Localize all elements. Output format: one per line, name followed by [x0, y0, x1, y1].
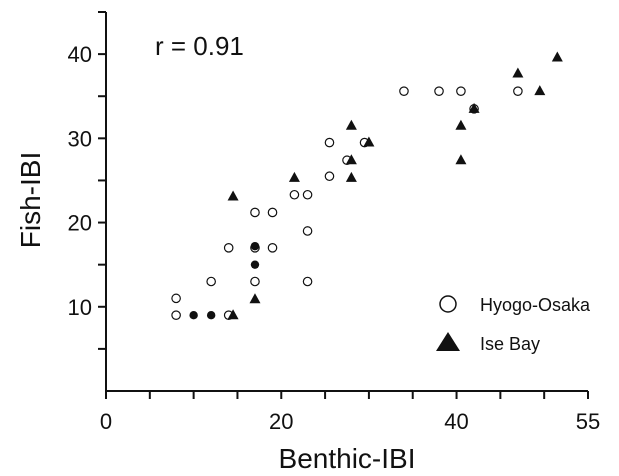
open-circle-point — [267, 207, 278, 218]
legend-marker-open-circle — [439, 295, 457, 313]
legend-label-1: Hyogo-Osaka — [480, 295, 591, 315]
triangle-point — [345, 171, 357, 182]
open-circle-point — [267, 243, 278, 253]
open-circle-point — [171, 293, 181, 304]
filled-circle-point — [189, 311, 198, 320]
triangle-point — [534, 85, 546, 96]
y-axis-label: Fish-IBI — [15, 152, 46, 248]
x-tick-label: 40 — [444, 409, 468, 434]
triangle-point — [249, 293, 261, 304]
legend: Hyogo-Osaka Ise Bay — [436, 295, 591, 354]
triangle-point — [512, 67, 524, 78]
legend-marker-filled-triangle — [436, 332, 460, 351]
x-tick-label: 55 — [576, 409, 600, 434]
data-points — [171, 51, 563, 320]
x-tick-label: 20 — [269, 409, 293, 434]
triangle-point — [345, 119, 357, 130]
open-circle-point — [302, 226, 313, 236]
triangle-point — [227, 190, 239, 201]
open-circle-point — [206, 276, 216, 287]
triangle-point — [363, 136, 375, 147]
triangle-point — [455, 119, 467, 130]
open-circle-point — [456, 86, 466, 96]
triangle-point — [455, 154, 467, 165]
open-circle-point — [171, 310, 181, 320]
open-circle-point — [324, 137, 335, 148]
triangle-point — [227, 309, 239, 320]
open-circle-point — [302, 276, 313, 287]
y-tick-label: 40 — [68, 42, 92, 67]
x-tick-label: 0 — [100, 409, 112, 434]
axes — [105, 12, 588, 392]
axis-tick-labels: 0 20 40 55 10 20 30 40 — [68, 42, 601, 434]
correlation-annotation: r = 0.91 — [155, 31, 244, 61]
axis-ticks — [98, 11, 589, 399]
open-circle-point — [513, 86, 523, 96]
filled-circle-point — [206, 311, 216, 320]
x-axis-label: Benthic-IBI — [279, 443, 416, 474]
filled-circle-point — [250, 260, 260, 269]
triangle-point — [345, 154, 357, 165]
legend-label-2: Ise Bay — [480, 334, 540, 354]
triangle-point — [551, 51, 563, 62]
open-circle-point — [223, 243, 234, 253]
y-tick-label: 10 — [68, 295, 92, 320]
open-circle-point — [399, 86, 409, 96]
filled-circle-point — [250, 241, 260, 251]
open-circle-point — [250, 207, 260, 218]
triangle-point — [288, 171, 300, 182]
y-tick-label: 30 — [68, 126, 92, 151]
y-tick-label: 20 — [68, 211, 92, 236]
open-circle-point — [434, 86, 444, 96]
triangle-point — [468, 102, 480, 113]
open-circle-point — [324, 171, 335, 182]
open-circle-point — [250, 276, 260, 287]
open-circle-point — [289, 189, 300, 200]
open-circle-point — [302, 189, 313, 200]
